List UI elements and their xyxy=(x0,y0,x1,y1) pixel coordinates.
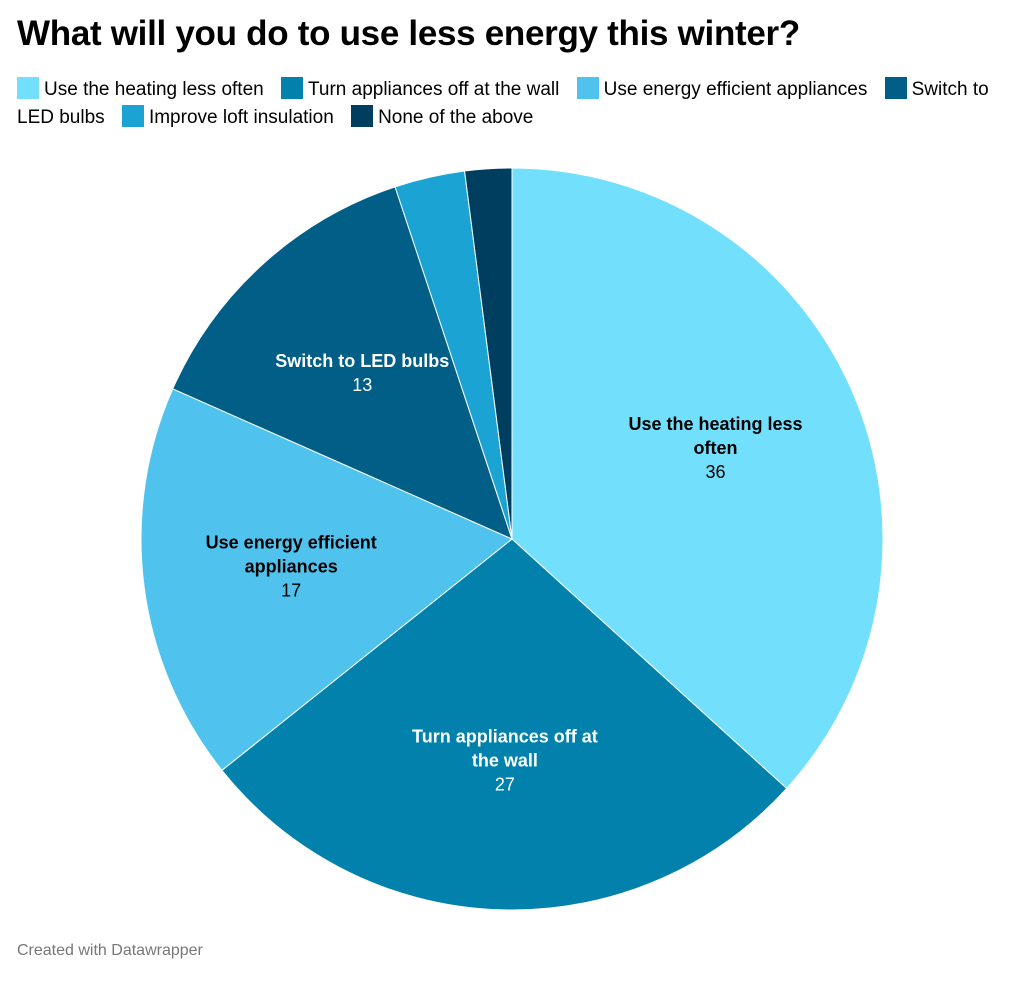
legend-swatch xyxy=(280,77,303,99)
slice-label-line: Use energy efficient xyxy=(206,533,377,553)
pie-slice[interactable] xyxy=(172,186,513,540)
legend-swatch xyxy=(17,77,39,99)
pie-slice[interactable] xyxy=(511,167,884,790)
legend-label: Improve loft insulation xyxy=(148,107,334,128)
slice-value: 36 xyxy=(705,462,725,482)
slice-label-line: appliances xyxy=(245,557,338,577)
slice-label-line: Switch to LED bulbs xyxy=(275,351,449,371)
legend-item: Use the heating less often xyxy=(17,77,264,100)
slice-value: 27 xyxy=(495,775,515,795)
pie-slice[interactable] xyxy=(221,538,788,911)
chart-title: What will you do to use less energy this… xyxy=(17,14,800,53)
slice-label: Use the heating less often 36 xyxy=(628,414,802,482)
chart-legend: Use the heating less often Turn applianc… xyxy=(17,76,1012,132)
slice-label-line: the wall xyxy=(472,751,538,771)
credit-footer: Created with Datawrapper xyxy=(17,942,203,959)
slice-label-line: Turn appliances off at xyxy=(412,727,598,747)
legend-swatch xyxy=(884,77,907,99)
slice-label-line: Use the heating less xyxy=(628,414,802,434)
pie-slice[interactable] xyxy=(140,388,513,772)
slice-value: 13 xyxy=(352,375,372,395)
legend-item: Improve loft insulation xyxy=(121,105,334,128)
slice-label: Use energy efficient appliances 17 xyxy=(206,533,377,601)
slice-label-line: often xyxy=(694,438,738,458)
pie-slice[interactable] xyxy=(464,167,513,540)
legend-label: Switch to LED bulbs xyxy=(17,79,989,128)
slice-value: 17 xyxy=(281,581,301,601)
legend-label: None of the above xyxy=(378,107,534,128)
slice-label: Switch to LED bulbs 13 xyxy=(275,351,449,395)
legend-swatch xyxy=(121,105,144,127)
legend-item: Switch to LED bulbs xyxy=(17,77,989,128)
legend-label: Turn appliances off at the wall xyxy=(307,79,560,100)
legend-swatch xyxy=(576,77,599,99)
legend-item: None of the above xyxy=(351,105,534,128)
legend-item: Use energy efficient appliances xyxy=(576,77,868,100)
legend-swatch xyxy=(351,105,374,127)
legend-label: Use energy efficient appliances xyxy=(603,79,868,100)
legend-label: Use the heating less often xyxy=(44,79,264,100)
legend-item: Turn appliances off at the wall xyxy=(280,77,560,100)
slice-label: Turn appliances off at the wall 27 xyxy=(412,727,598,795)
